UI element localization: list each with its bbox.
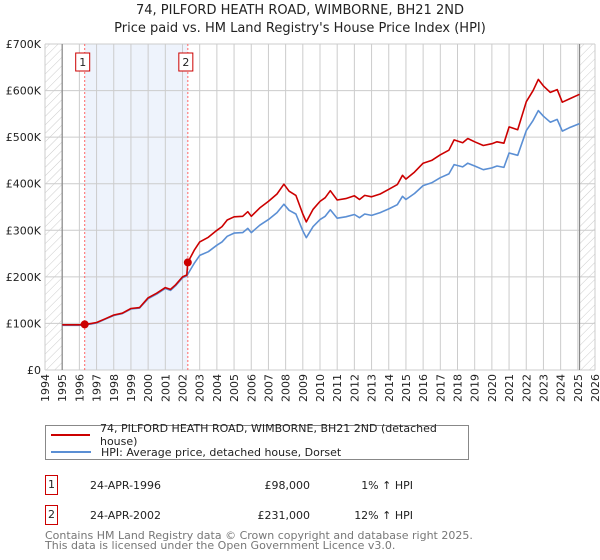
y-tick-label: £0 bbox=[27, 364, 41, 377]
x-tick-label: 1999 bbox=[125, 374, 138, 402]
x-tick-label: 2013 bbox=[366, 374, 379, 402]
y-tick-label: £100K bbox=[6, 317, 42, 330]
x-tick-label: 2002 bbox=[177, 374, 190, 402]
sale-badge: 1 bbox=[45, 475, 58, 495]
x-tick-label: 1995 bbox=[56, 374, 69, 402]
x-tick-label: 2022 bbox=[520, 374, 533, 402]
x-tick-label: 2019 bbox=[469, 374, 482, 402]
y-tick-label: £400K bbox=[6, 178, 42, 191]
y-tick-label: £600K bbox=[6, 85, 42, 98]
x-tick-label: 2026 bbox=[589, 374, 600, 402]
x-tick-label: 2018 bbox=[452, 374, 465, 402]
x-tick-label: 2008 bbox=[280, 374, 293, 402]
sale-hpi: 1% ↑ HPI bbox=[361, 479, 413, 492]
x-tick-label: 2005 bbox=[228, 374, 241, 402]
sale-point bbox=[183, 258, 192, 267]
y-tick-label: £300K bbox=[6, 224, 42, 237]
x-tick-label: 2024 bbox=[555, 374, 568, 402]
sale-price: £231,000 bbox=[257, 509, 311, 522]
x-tick-label: 1997 bbox=[91, 374, 104, 402]
x-tick-label: 2025 bbox=[572, 374, 585, 402]
x-tick-label: 2016 bbox=[417, 374, 430, 402]
y-tick-label: £200K bbox=[6, 271, 42, 284]
legend-item-price: 74, PILFORD HEATH ROAD, WIMBORNE, BH21 2… bbox=[51, 422, 468, 448]
hatch-after-data bbox=[579, 44, 595, 370]
sale-date: 24-APR-2002 bbox=[90, 509, 162, 522]
footer-licence: This data is licensed under the Open Gov… bbox=[45, 539, 396, 552]
x-tick-label: 2011 bbox=[331, 374, 344, 402]
sale-hpi: 12% ↑ HPI bbox=[354, 509, 413, 522]
shaded-period bbox=[84, 44, 188, 370]
legend-item-hpi: HPI: Average price, detached house, Dors… bbox=[51, 444, 341, 460]
x-tick-label: 2021 bbox=[503, 374, 516, 402]
x-tick-label: 2017 bbox=[434, 374, 447, 402]
legend-label-hpi: HPI: Average price, detached house, Dors… bbox=[101, 445, 342, 459]
sale-date: 24-APR-1996 bbox=[90, 479, 162, 492]
x-tick-label: 2010 bbox=[314, 374, 327, 402]
x-tick-label: 1998 bbox=[108, 374, 121, 402]
line-chart: 1994 1995 1996 1997 1998 1999 2000 2001 2002 2003… bbox=[6, 38, 600, 402]
x-tick-label: 1994 bbox=[39, 374, 52, 402]
legend-label-price: 74, PILFORD HEATH ROAD, WIMBORNE, BH21 2… bbox=[99, 422, 437, 448]
sale-marker-label: 2 bbox=[182, 56, 189, 69]
x-tick-label: 2001 bbox=[159, 374, 172, 402]
sale-row-1: 1 24-APR-1996 £98,000 1% ↑ HPI bbox=[45, 475, 465, 497]
sale-marker-label: 1 bbox=[79, 56, 86, 69]
x-tick-label: 2023 bbox=[537, 374, 550, 402]
x-tick-label: 2012 bbox=[348, 374, 361, 402]
sale-badge: 2 bbox=[45, 505, 58, 525]
sale-row-2: 2 24-APR-2002 £231,000 12% ↑ HPI bbox=[45, 505, 465, 527]
chart-subtitle: Price paid vs. HM Land Registry's House … bbox=[114, 21, 486, 36]
footer-copyright: Contains HM Land Registry data © Crown c… bbox=[45, 529, 473, 542]
sale-point bbox=[80, 320, 89, 329]
legend-swatch-hpi bbox=[51, 451, 91, 453]
x-tick-label: 2006 bbox=[245, 374, 258, 402]
y-tick-label: £700K bbox=[6, 38, 42, 51]
x-tick-label: 2020 bbox=[486, 374, 499, 402]
x-tick-label: 2000 bbox=[142, 374, 155, 402]
legend-swatch-price bbox=[51, 434, 90, 436]
sale-marker-box bbox=[178, 52, 194, 72]
x-tick-label: 2009 bbox=[297, 374, 310, 402]
chart-title: 74, PILFORD HEATH ROAD, WIMBORNE, BH21 2… bbox=[136, 3, 464, 18]
legend: 74, PILFORD HEATH ROAD, WIMBORNE, BH21 2… bbox=[45, 422, 469, 460]
x-tick-label: 2007 bbox=[262, 374, 275, 402]
x-tick-label: 1996 bbox=[73, 374, 86, 402]
x-tick-label: 2015 bbox=[400, 374, 413, 402]
x-tick-label: 2004 bbox=[211, 374, 224, 402]
y-tick-label: £500K bbox=[6, 131, 42, 144]
x-tick-label: 2014 bbox=[383, 374, 396, 402]
x-tick-label: 2003 bbox=[194, 374, 207, 402]
sale-marker-box bbox=[75, 52, 91, 72]
sale-price: £98,000 bbox=[264, 479, 311, 492]
price-paid-line bbox=[62, 78, 580, 326]
hatch-before-data bbox=[45, 44, 63, 370]
